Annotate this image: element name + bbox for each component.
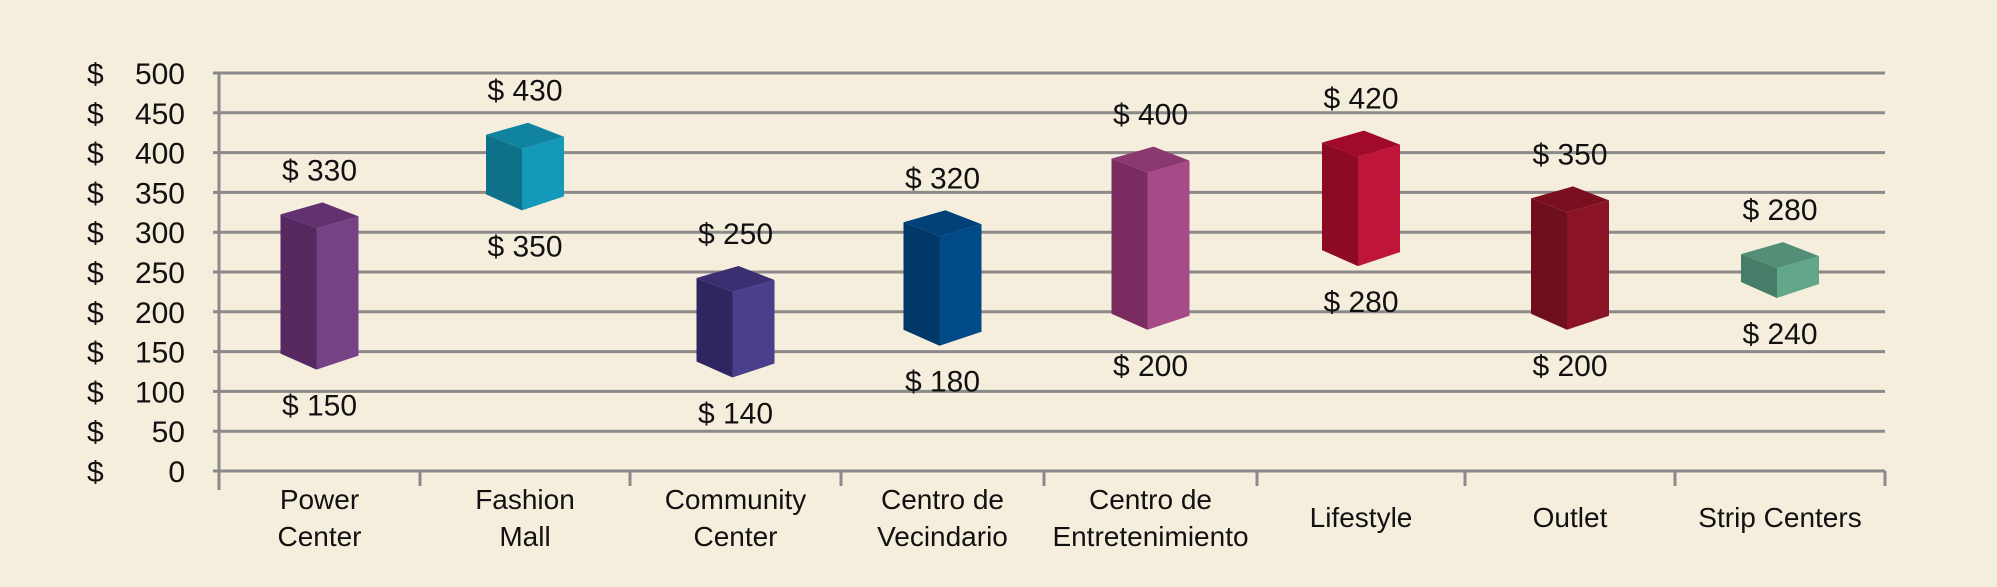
x-tick-label: Entretenimiento <box>1052 521 1248 552</box>
x-tick-label: Community <box>665 484 807 515</box>
y-tick-label: 350 <box>135 177 185 210</box>
bar-right-face <box>1358 144 1400 267</box>
data-label-low: $ 140 <box>698 398 773 431</box>
y-tick-label: 500 <box>135 58 185 91</box>
y-tick-currency: $ <box>87 217 104 250</box>
data-label-high: $ 350 <box>1532 138 1607 171</box>
bar-right-face <box>1567 200 1609 330</box>
bar-top-face <box>1322 130 1400 157</box>
bar-top-face <box>1531 186 1609 213</box>
x-tick-label: Centro de <box>881 484 1004 515</box>
bar-right-face <box>939 224 982 346</box>
x-tick-label: Centro de <box>1089 484 1212 515</box>
y-tick-label: 250 <box>135 257 185 290</box>
y-tick-label: 450 <box>135 98 185 131</box>
x-tick-label: Center <box>693 521 777 552</box>
data-label-high: $ 430 <box>487 75 562 108</box>
bar-left-face <box>486 134 522 211</box>
gridlines <box>213 71 1885 473</box>
data-label-high: $ 420 <box>1323 83 1398 116</box>
bar-right-face <box>1147 160 1190 330</box>
data-label-high: $ 330 <box>282 154 357 187</box>
x-tick-label: Outlet <box>1533 502 1608 533</box>
y-tick-label: 400 <box>135 138 185 171</box>
bar-right-face <box>522 136 564 211</box>
y-tick-currency: $ <box>87 416 104 449</box>
data-label-high: $ 250 <box>698 218 773 251</box>
bar-top-face <box>280 202 359 229</box>
y-tick-label: 200 <box>135 297 185 330</box>
data-label-low: $ 200 <box>1532 350 1607 383</box>
x-tick-label: Power <box>280 484 359 515</box>
x-tick-label: Mall <box>499 521 550 552</box>
x-tick-label: Fashion <box>475 484 575 515</box>
data-label-low: $ 350 <box>487 230 562 263</box>
bars <box>280 122 1819 378</box>
bar-left-face <box>1741 254 1777 298</box>
y-tick-currency: $ <box>87 177 104 210</box>
data-label-high: $ 280 <box>1742 194 1817 227</box>
y-tick-currency: $ <box>87 257 104 290</box>
bar-top-face <box>486 122 564 149</box>
data-label-low: $ 240 <box>1742 318 1817 351</box>
y-tick-currency: $ <box>87 297 104 330</box>
bar-right-face <box>316 216 359 370</box>
y-tick-currency: $ <box>87 337 104 370</box>
bar-left-face <box>696 278 733 378</box>
bar-right-face <box>1777 256 1819 298</box>
x-tick-label: Vecindario <box>877 521 1008 552</box>
bar-right-face <box>732 280 775 378</box>
x-tick-label: Strip Centers <box>1698 502 1861 533</box>
x-tick-label: Center <box>277 521 361 552</box>
bar-left-face <box>903 222 940 346</box>
y-tick-currency: $ <box>87 138 104 171</box>
y-tick-label: 50 <box>152 416 185 449</box>
data-label-high: $ 320 <box>905 162 980 195</box>
y-tick-currency: $ <box>87 98 104 131</box>
bar-top-face <box>1111 146 1190 173</box>
y-tick-currency: $ <box>87 58 104 91</box>
bar-top-face <box>903 210 982 237</box>
x-axis: Power Center Fashion Mall Community Center Cen… <box>217 73 1887 552</box>
y-axis: $0 $ 50 $ 100 $ 150 $ 200 $ 250 $ 300 $ 350 $ 400 $ 450 $ 50… <box>87 58 185 489</box>
data-label-low: $ 200 <box>1113 350 1188 383</box>
bar-top-face <box>1741 242 1819 269</box>
data-labels: $ 330 $ 150 $ 430 $ 350 $ 250 $ 140 $ 320 $ 180… <box>282 75 1818 431</box>
x-tick-label: Lifestyle <box>1310 502 1413 533</box>
y-tick-currency: $ <box>87 456 104 489</box>
y-tick-currency: $ <box>87 376 104 409</box>
y-tick-label: 100 <box>135 376 185 409</box>
data-label-high: $ 400 <box>1113 99 1188 132</box>
bar-left-face <box>1531 198 1567 330</box>
bar-top-face <box>696 266 775 292</box>
data-label-low: $ 280 <box>1323 286 1398 319</box>
data-label-low: $ 180 <box>905 366 980 399</box>
bar-left-face <box>1322 142 1358 267</box>
y-tick-label: 300 <box>135 217 185 250</box>
bar-left-face <box>280 214 317 370</box>
bar-left-face <box>1111 158 1148 330</box>
y-tick-label: 0 <box>168 456 185 489</box>
data-label-low: $ 150 <box>282 390 357 423</box>
y-tick-label: 150 <box>135 337 185 370</box>
